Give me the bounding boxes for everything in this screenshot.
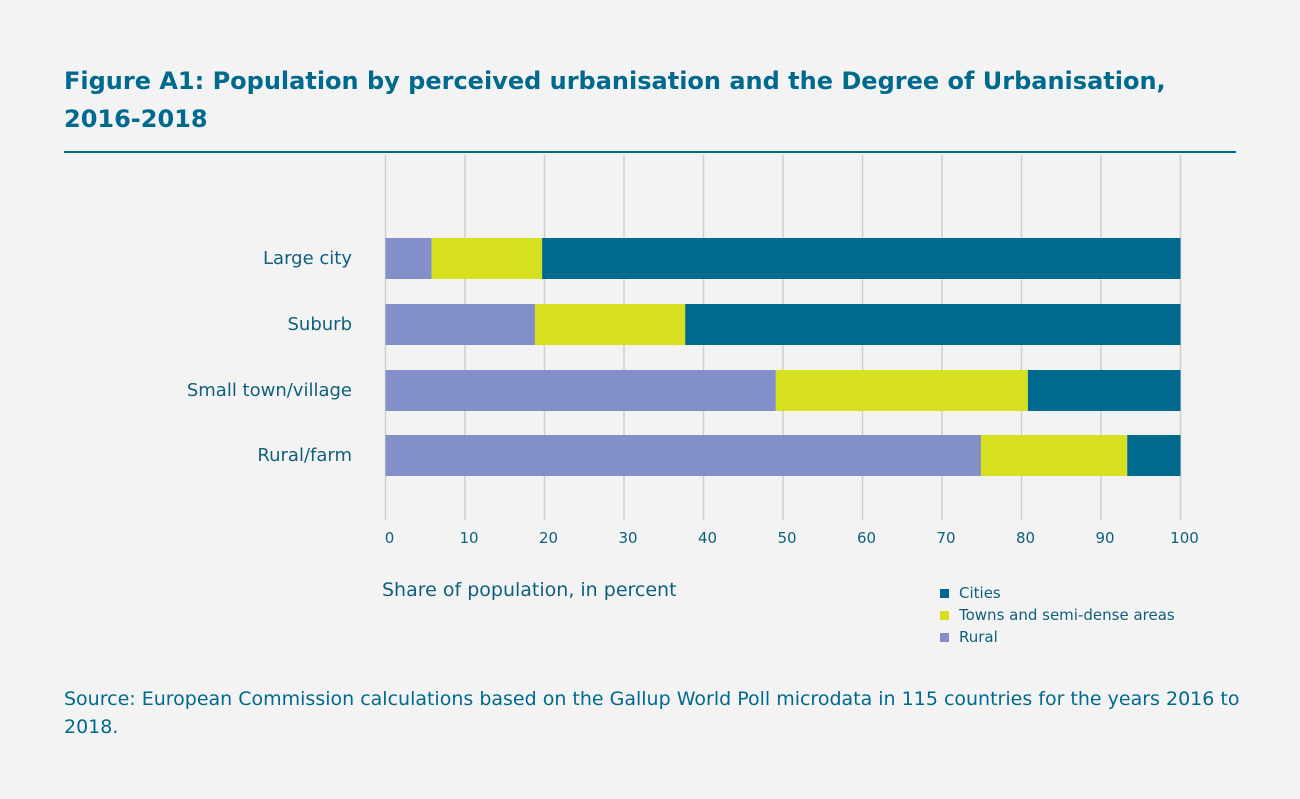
x-tick-label: 70 bbox=[936, 529, 955, 547]
bar-segment-cities bbox=[1027, 370, 1181, 411]
legend-label: Rural bbox=[959, 628, 998, 646]
bar-segment-towns-and-semi-dense-areas bbox=[431, 238, 543, 279]
x-tick-label: 80 bbox=[1016, 529, 1035, 547]
bar-segment-towns-and-semi-dense-areas bbox=[980, 435, 1128, 476]
chart-title: Figure A1: Population by perceived urban… bbox=[64, 67, 1166, 133]
legend-item: Towns and semi-dense areas bbox=[940, 604, 1175, 626]
bar-segment-rural bbox=[385, 238, 432, 279]
legend-swatch bbox=[940, 632, 949, 642]
category-label: Rural/farm bbox=[257, 445, 352, 466]
bar-segment-towns-and-semi-dense-areas bbox=[775, 370, 1028, 411]
legend-label: Towns and semi-dense areas bbox=[959, 606, 1175, 624]
title-rule bbox=[64, 151, 1236, 153]
legend-swatch bbox=[940, 588, 949, 598]
legend: Cities Towns and semi-dense areas Rural bbox=[940, 582, 1175, 648]
legend-item: Cities bbox=[940, 582, 1175, 604]
source-note: Source: European Commission calculations… bbox=[64, 688, 1240, 738]
legend-item: Rural bbox=[940, 626, 1175, 648]
category-label: Suburb bbox=[288, 314, 353, 335]
x-tick-label: 100 bbox=[1170, 529, 1199, 547]
x-tick-label: 0 bbox=[385, 529, 395, 547]
bar-segment-towns-and-semi-dense-areas bbox=[534, 304, 686, 345]
x-tick-label: 10 bbox=[459, 529, 478, 547]
bar-segment-cities bbox=[1127, 435, 1181, 476]
bar-segment-rural bbox=[385, 435, 981, 476]
legend-swatch bbox=[940, 610, 949, 620]
bar-segment-cities bbox=[685, 304, 1181, 345]
x-tick-label: 90 bbox=[1095, 529, 1114, 547]
x-tick-label: 20 bbox=[539, 529, 558, 547]
category-label: Large city bbox=[263, 248, 352, 269]
legend-label: Cities bbox=[959, 584, 1001, 602]
chart-plot: 0 10 20 30 40 50 60 70 80 90 100 Large city Suburb Sm… bbox=[187, 155, 1199, 547]
x-tick-label: 40 bbox=[698, 529, 717, 547]
bar-segment-rural bbox=[385, 370, 776, 411]
category-label: Small town/village bbox=[187, 380, 352, 401]
x-axis-label: Share of population, in percent bbox=[382, 579, 677, 601]
x-tick-label: 30 bbox=[618, 529, 637, 547]
bar-segment-cities bbox=[542, 238, 1181, 279]
x-tick-label: 50 bbox=[777, 529, 796, 547]
bar-segment-rural bbox=[385, 304, 535, 345]
x-tick-label: 60 bbox=[857, 529, 876, 547]
